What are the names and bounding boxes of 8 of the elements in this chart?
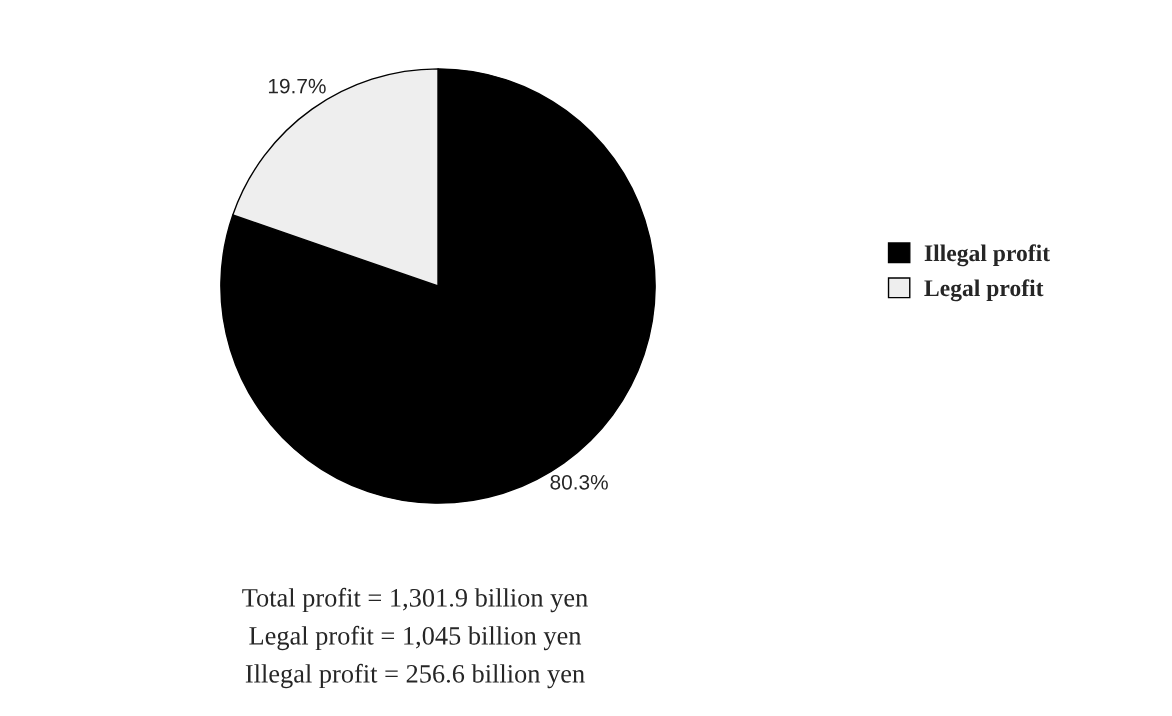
legend-label: Illegal profit — [924, 244, 1050, 267]
text: Total profit = 1,301.9 billion yen — [242, 587, 588, 613]
pie-slice — [220, 68, 656, 504]
data-label: 19.7% — [268, 78, 326, 94]
data-label: 80.3% — [550, 474, 608, 490]
text: Illegal profit = 256.6 billion yen — [245, 663, 585, 689]
legend-label: Legal profit — [924, 279, 1044, 302]
text: Legal profit = 1,045 billion yen — [249, 625, 582, 651]
